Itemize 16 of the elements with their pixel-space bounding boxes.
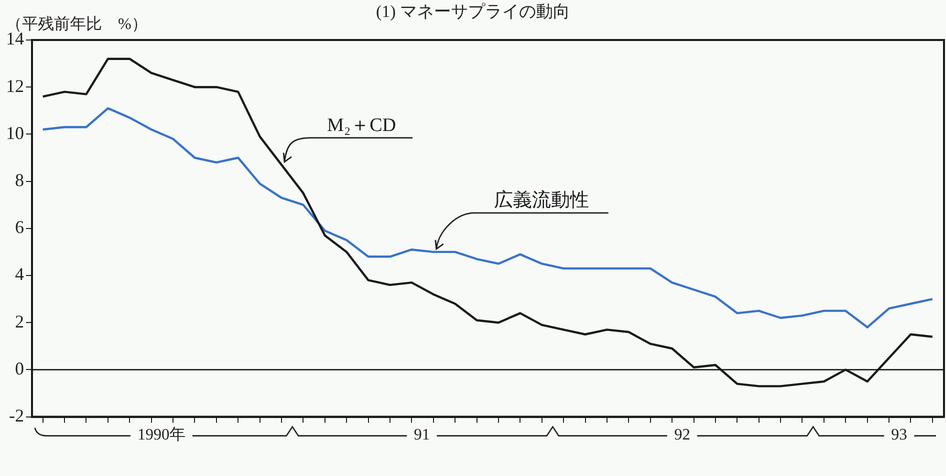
text: M₂＋CD — [326, 114, 397, 138]
x-tick-label: 1990年 — [137, 426, 186, 444]
x-tick-label: 93 — [891, 426, 908, 444]
y-tick-label: 10 — [6, 122, 24, 143]
x-tick-label: 92 — [674, 426, 690, 444]
text: 広義流動性 — [492, 188, 590, 213]
y-tick-label: 0 — [15, 358, 24, 378]
y-axis-title: （平残前年比 %） — [6, 14, 148, 33]
y-tick-label: 6 — [15, 217, 24, 238]
y-tick-label: 4 — [15, 264, 24, 284]
chart-title: (1) マネーサプライの動向 — [376, 2, 570, 21]
y-tick-label: -2 — [9, 406, 24, 426]
y-tick-label: 12 — [6, 76, 24, 96]
y-tick-label: 8 — [15, 170, 24, 190]
y-tick-label: 2 — [15, 311, 24, 332]
x-tick-label: 91 — [414, 426, 430, 444]
